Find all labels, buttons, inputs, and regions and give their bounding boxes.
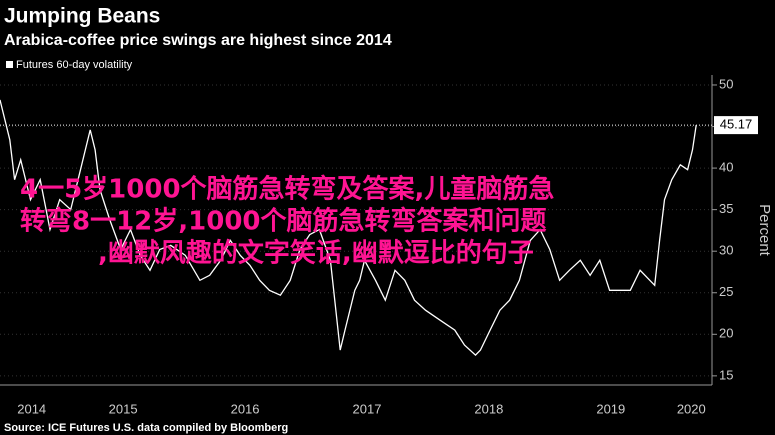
line-series [0, 99, 697, 357]
legend-label: Futures 60-day volatility [16, 59, 133, 71]
y-tick-label: 50 [719, 76, 733, 91]
x-tick-label: 2014 [17, 401, 46, 416]
y-tick-label: 20 [719, 326, 733, 341]
chart-title: Jumping Beans [4, 5, 160, 28]
y-tick-label: 25 [719, 284, 733, 299]
source: Source: ICE Futures U.S. data compiled b… [4, 422, 288, 434]
y-tick-label: 40 [719, 160, 733, 175]
last-value-label: 45.17 [720, 117, 753, 132]
y-axis-label: Percent [756, 204, 773, 257]
overlay-text: 转弯8一12岁,1000个脑筋急转弯答案和问题 [20, 206, 547, 237]
x-tick-label: 2018 [474, 401, 503, 416]
x-tick-label: 2015 [109, 401, 138, 416]
x-tick-label: 2017 [353, 401, 382, 416]
chart-subtitle: Arabica-coffee price swings are highest … [4, 32, 392, 49]
y-tick-label: 35 [719, 201, 733, 216]
x-tick-label: 2020 [677, 401, 706, 416]
y-tick-label: 30 [719, 243, 733, 258]
x-tick-label: 2019 [596, 401, 625, 416]
last-value-box [714, 116, 758, 135]
legend-swatch [6, 61, 13, 68]
y-tick-label: 15 [719, 367, 733, 382]
overlay-text: 4一5岁1000个脑筋急转弯及答案,儿童脑筋急 [20, 174, 554, 205]
overlay-text: ,幽默风趣的文字笑话,幽默逗比的句子 [98, 238, 534, 269]
x-tick-label: 2016 [231, 401, 260, 416]
